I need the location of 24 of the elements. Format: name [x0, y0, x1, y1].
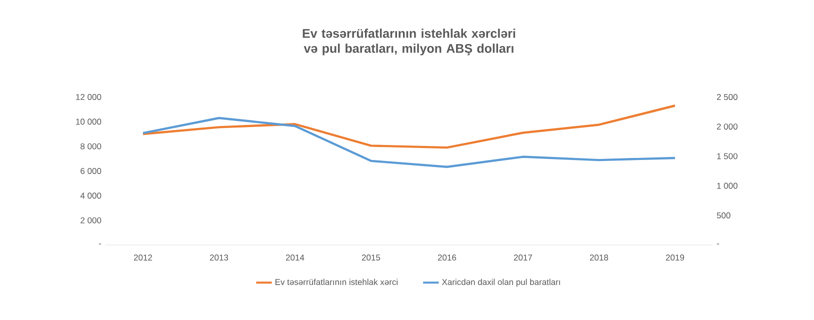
y2-tick-label: 1 500	[717, 153, 738, 160]
x-tick-label: 2016	[438, 254, 456, 261]
legend-label: Ev təsərrüfatlarının istehlak xərci	[276, 278, 398, 286]
y-tick-label: 10 000	[76, 118, 102, 125]
line-series	[142, 116, 676, 168]
x-tick-label: 2019	[666, 254, 684, 261]
chart-title: Ev təsərrüfatlarının istehlak xərcləri və pul baratları, milyon ABŞ dolları	[302, 28, 516, 56]
y-tick-label: 12 000	[76, 94, 102, 100]
y2-tick-label: 2 500	[716, 94, 738, 100]
y-tick-label: 4 000	[80, 192, 102, 199]
legend-label: Xaricdən daxil olan pul baratları	[442, 278, 560, 287]
x-tick-label: 2017	[514, 254, 532, 261]
x-tick-label: 2014	[286, 254, 304, 261]
y-tick-label: 8 000	[80, 143, 102, 150]
x-tick-label: 2013	[210, 254, 228, 261]
x-tick-label: 2018	[590, 254, 608, 261]
x-tick-label: 2015	[362, 254, 380, 261]
y2-tick-label: 1 000	[717, 182, 738, 189]
line-series	[142, 104, 676, 149]
x-tick-label: 2012	[134, 254, 152, 261]
y-tick-label: 6 000	[80, 168, 102, 174]
y-tick-label: 2 000	[80, 217, 102, 224]
y2-tick-label: 500	[716, 212, 730, 218]
y2-tick-label: 2 000	[716, 124, 738, 130]
